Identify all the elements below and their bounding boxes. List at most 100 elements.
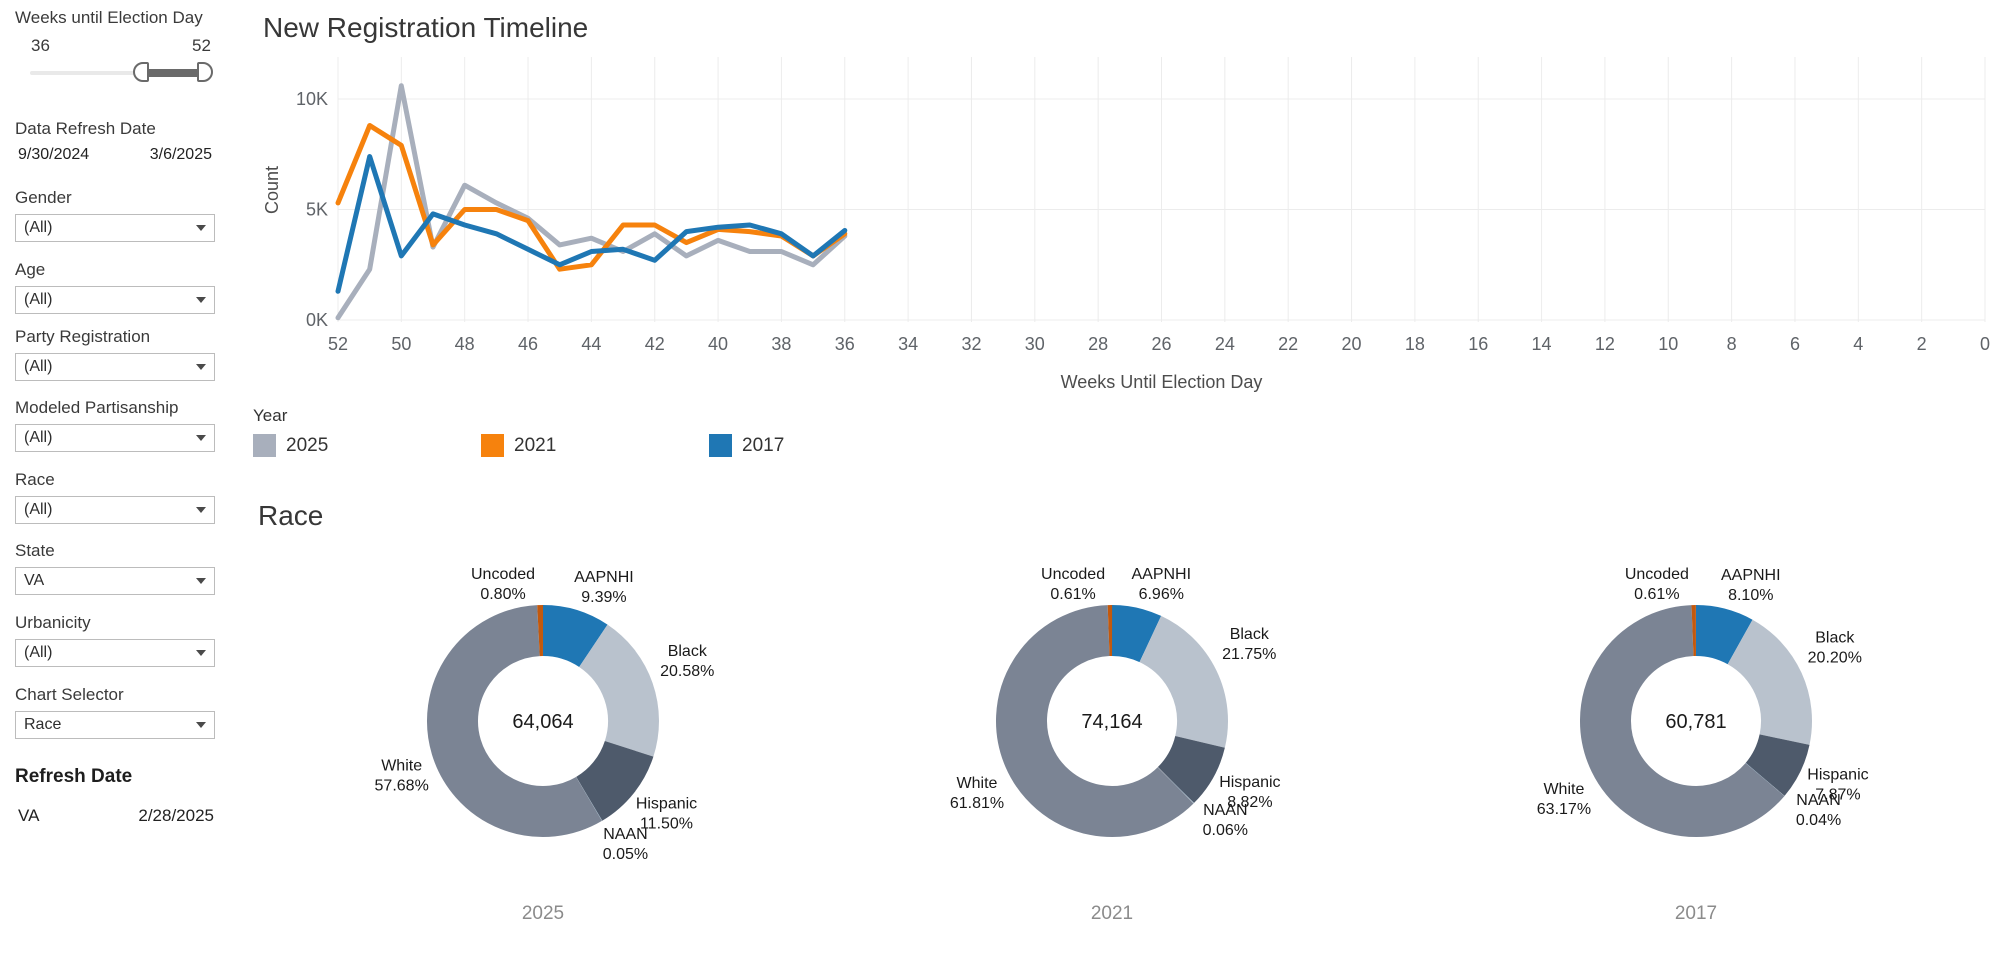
legend-label: 2017	[742, 434, 785, 456]
donut-slice-White[interactable]	[996, 605, 1194, 837]
donut-slice-Black[interactable]	[1138, 615, 1228, 748]
svg-text:9.39%: 9.39%	[581, 589, 626, 606]
svg-text:44: 44	[581, 334, 601, 354]
svg-text:22: 22	[1278, 334, 1298, 354]
filter-group-urbanicity: Urbanicity (All)	[15, 613, 215, 667]
svg-text:8.82%: 8.82%	[1227, 794, 1272, 811]
filter-group-gender: Gender (All)	[15, 188, 215, 242]
donut-label-White: White 57.68%	[375, 757, 429, 794]
svg-text:NAAN: NAAN	[1796, 792, 1840, 809]
svg-text:63.17%: 63.17%	[1537, 801, 1591, 818]
donut-center-total: 60,781	[1665, 711, 1726, 733]
chevron-down-icon	[196, 507, 206, 513]
svg-text:AAPNHI: AAPNHI	[1721, 567, 1781, 584]
filter-value: Race	[24, 716, 62, 733]
svg-text:20.20%: 20.20%	[1808, 650, 1862, 667]
svg-text:5K: 5K	[306, 200, 328, 220]
donut-label-White: White 61.81%	[950, 775, 1004, 812]
donut-slice-Black[interactable]	[1726, 619, 1812, 745]
svg-text:NAAN: NAAN	[1203, 802, 1247, 819]
donut-slice-AAPNHI[interactable]	[1110, 605, 1162, 663]
donut-center-total: 64,064	[512, 711, 573, 733]
donut-slice-Black[interactable]	[578, 624, 659, 757]
donut-label-Hispanic: Hispanic 8.82%	[1219, 774, 1280, 811]
donut-label-White: White 63.17%	[1537, 781, 1591, 818]
donut-slice-Hispanic[interactable]	[575, 740, 654, 821]
race-donut-2021[interactable]: AAPNHI 6.96% Black 21.75% Hispanic 8.82%NAAN 0…	[892, 536, 1332, 946]
filter-dropdown-gender[interactable]: (All)	[15, 214, 215, 242]
donut-year-caption: 2017	[1675, 903, 1717, 924]
donut-slice-White[interactable]	[1580, 605, 1785, 837]
timeline-series-2017[interactable]	[335, 154, 848, 294]
weeks-slider-selected-range[interactable]	[148, 69, 202, 77]
svg-text:Black: Black	[1815, 630, 1855, 647]
filter-dropdown-urbanicity[interactable]: (All)	[15, 639, 215, 667]
donut-label-AAPNHI: AAPNHI 8.10%	[1721, 567, 1781, 604]
donut-label-Uncoded: Uncoded 0.61%	[1625, 566, 1689, 603]
donut-slice-AAPNHI[interactable]	[1694, 605, 1753, 665]
donut-slice-Hispanic[interactable]	[1157, 735, 1225, 804]
svg-text:Uncoded: Uncoded	[1625, 566, 1689, 583]
timeline-series-2021[interactable]	[335, 123, 848, 272]
chevron-down-icon	[196, 578, 206, 584]
svg-text:57.68%: 57.68%	[375, 777, 429, 794]
svg-text:White: White	[1543, 781, 1584, 798]
weeks-slider-label: Weeks until Election Day	[15, 8, 203, 27]
svg-text:10K: 10K	[296, 89, 328, 109]
filter-value: (All)	[24, 219, 53, 236]
svg-text:30: 30	[1025, 334, 1045, 354]
legend-label: 2025	[286, 434, 329, 456]
svg-text:0.05%: 0.05%	[603, 846, 648, 863]
svg-text:0: 0	[1980, 334, 1990, 354]
filter-value: (All)	[24, 291, 53, 308]
svg-text:7.87%: 7.87%	[1815, 786, 1860, 803]
timeline-chart-title: New Registration Timeline	[263, 12, 589, 43]
svg-text:24: 24	[1215, 334, 1235, 354]
chevron-down-icon	[196, 225, 206, 231]
timeline-series-2025[interactable]	[335, 83, 848, 321]
svg-text:28: 28	[1088, 334, 1108, 354]
filter-group-party-registration: Party Registration (All)	[15, 327, 215, 381]
legend-swatch	[709, 434, 732, 457]
svg-text:Hispanic: Hispanic	[1219, 774, 1280, 791]
donut-slice-AAPNHI[interactable]	[541, 605, 608, 668]
legend-item-2021[interactable]: 2021	[481, 434, 609, 457]
race-donut-2017[interactable]: AAPNHI 8.10% Black 20.20% Hispanic 7.87%NAAN 0…	[1476, 536, 1916, 946]
filter-value: (All)	[24, 501, 53, 518]
race-donut-2025[interactable]: AAPNHI 9.39% Black 20.58% Hispanic 11.50%NAAN…	[323, 536, 763, 946]
legend-item-2017[interactable]: 2017	[709, 434, 837, 457]
filter-group-chart-selector: Chart Selector Race	[15, 685, 215, 739]
legend-swatch	[481, 434, 504, 457]
svg-text:AAPNHI: AAPNHI	[1131, 566, 1191, 583]
gridlines	[337, 57, 1986, 322]
filter-group-state: State VA	[15, 541, 215, 595]
weeks-slider-track[interactable]	[30, 71, 213, 75]
filter-dropdown-modeled-partisanship[interactable]: (All)	[15, 424, 215, 452]
svg-text:16: 16	[1468, 334, 1488, 354]
svg-text:10: 10	[1658, 334, 1678, 354]
donut-slice-White[interactable]	[427, 605, 602, 837]
filter-dropdown-state[interactable]: VA	[15, 567, 215, 595]
filter-dropdown-age[interactable]: (All)	[15, 286, 215, 314]
donut-slice-Hispanic[interactable]	[1744, 733, 1810, 796]
filter-group-modeled-partisanship: Modeled Partisanship (All)	[15, 398, 215, 452]
weeks-slider-handle-left[interactable]	[133, 62, 149, 82]
svg-text:0.06%: 0.06%	[1203, 822, 1248, 839]
filter-sidebar: Weeks until Election Day 36 52 Data Refr…	[0, 0, 232, 966]
svg-text:2: 2	[1917, 334, 1927, 354]
registration-timeline-chart[interactable]: 52 50 48 46 44 42 40 38 36 34 32 30 28 26 24 22 20 18 16 14…	[230, 0, 2000, 400]
svg-text:42: 42	[645, 334, 665, 354]
filter-dropdown-chart-selector[interactable]: Race	[15, 711, 215, 739]
filter-dropdown-race[interactable]: (All)	[15, 496, 215, 524]
filter-dropdown-party-registration[interactable]: (All)	[15, 353, 215, 381]
weeks-slider-max: 52	[192, 36, 211, 55]
svg-text:11.50%: 11.50%	[640, 816, 693, 833]
legend-item-2025[interactable]: 2025	[253, 434, 381, 457]
donut-label-Hispanic: Hispanic 11.50%	[636, 796, 697, 833]
svg-text:White: White	[381, 757, 422, 774]
y-axis-title: Count	[262, 166, 282, 214]
svg-text:Hispanic: Hispanic	[1807, 766, 1868, 783]
filter-label: Modeled Partisanship	[15, 398, 179, 417]
year-legend: Year 2025 2021 2017	[253, 406, 937, 457]
weeks-slider-handle-right[interactable]	[197, 62, 213, 82]
